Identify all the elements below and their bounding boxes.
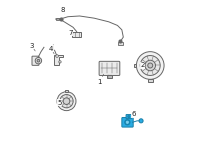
FancyBboxPatch shape [65, 90, 68, 92]
Circle shape [57, 92, 76, 111]
Circle shape [35, 57, 42, 64]
Circle shape [140, 56, 160, 75]
Text: 8: 8 [61, 7, 65, 14]
FancyBboxPatch shape [56, 18, 59, 20]
Circle shape [128, 116, 130, 118]
Polygon shape [54, 55, 63, 65]
Circle shape [59, 61, 61, 63]
Circle shape [148, 63, 153, 68]
Text: 7: 7 [69, 30, 73, 36]
Text: 1: 1 [97, 74, 104, 85]
Text: 5: 5 [57, 100, 62, 106]
Circle shape [63, 98, 70, 105]
FancyBboxPatch shape [126, 115, 132, 119]
Circle shape [126, 121, 129, 123]
FancyBboxPatch shape [134, 64, 136, 67]
FancyBboxPatch shape [99, 61, 120, 75]
Circle shape [37, 59, 40, 62]
FancyBboxPatch shape [118, 42, 123, 45]
FancyBboxPatch shape [107, 75, 112, 78]
Circle shape [136, 52, 164, 79]
FancyBboxPatch shape [32, 56, 39, 65]
Circle shape [125, 120, 130, 125]
Circle shape [60, 95, 73, 108]
Text: 3: 3 [29, 43, 35, 51]
Text: 6: 6 [131, 111, 136, 117]
Circle shape [139, 119, 143, 123]
Text: 2: 2 [141, 62, 146, 69]
Text: 4: 4 [49, 46, 54, 54]
Circle shape [145, 60, 155, 71]
FancyBboxPatch shape [122, 117, 133, 127]
FancyBboxPatch shape [148, 79, 153, 82]
Circle shape [56, 55, 58, 57]
FancyBboxPatch shape [72, 32, 81, 37]
